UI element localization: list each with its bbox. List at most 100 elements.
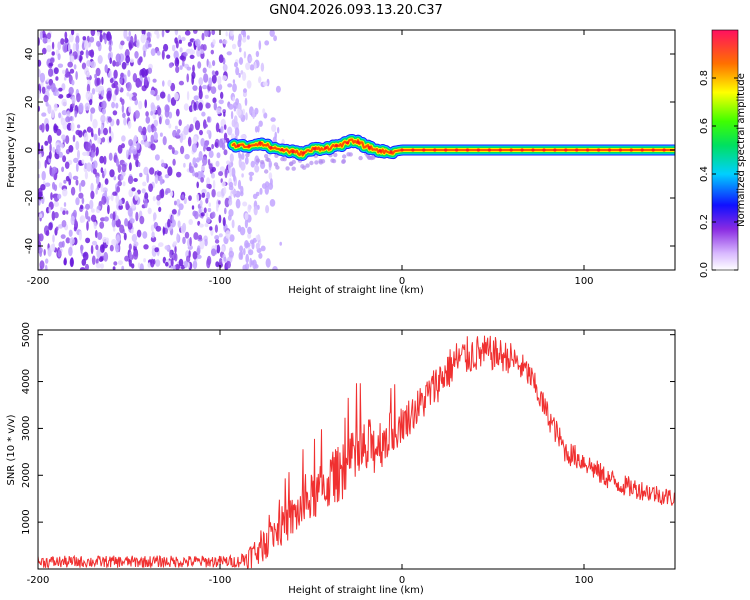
noise-speckle <box>84 171 88 180</box>
noise-speckle <box>111 101 116 109</box>
noise-speckle <box>248 171 255 176</box>
noise-speckle <box>51 166 58 174</box>
noise-speckle <box>104 168 107 176</box>
noise-speckle <box>79 216 84 223</box>
colorbar-label: Normalized spectral amplitude <box>736 73 747 227</box>
signal-peak <box>378 149 382 153</box>
noise-speckle <box>75 140 80 151</box>
noise-speckle <box>147 67 153 74</box>
noise-speckle <box>168 226 172 231</box>
noise-speckle <box>251 240 255 250</box>
noise-speckle <box>210 49 214 55</box>
noise-speckle <box>156 194 161 201</box>
noise-speckle <box>123 30 128 39</box>
noise-speckle <box>89 36 95 43</box>
noise-speckle <box>48 68 54 77</box>
noise-speckle <box>285 166 290 171</box>
noise-speckle <box>218 258 223 265</box>
noise-speckle <box>247 204 251 213</box>
noise-speckle <box>123 232 127 241</box>
colorbar-gradient <box>711 29 739 271</box>
noise-speckle <box>96 77 101 86</box>
noise-speckle <box>255 234 261 241</box>
noise-speckle <box>233 174 236 182</box>
noise-speckle <box>52 234 55 243</box>
noise-speckle <box>71 96 76 104</box>
noise-speckle <box>121 265 125 270</box>
noise-speckle <box>176 58 179 65</box>
noise-speckle <box>139 215 145 225</box>
noise-speckle <box>246 80 252 89</box>
noise-speckle <box>228 103 234 110</box>
noise-speckle <box>90 112 93 122</box>
noise-speckle <box>222 109 226 114</box>
noise-speckle <box>50 57 55 64</box>
noise-speckle <box>206 177 211 186</box>
noise-speckle <box>42 47 47 55</box>
noise-speckle <box>89 199 94 210</box>
noise-speckle <box>154 247 159 253</box>
noise-speckle <box>212 39 216 45</box>
noise-speckle <box>121 61 127 70</box>
noise-speckle <box>90 244 94 255</box>
noise-speckle <box>46 32 52 40</box>
noise-speckle <box>184 153 190 160</box>
noise-speckle <box>68 145 74 153</box>
signal-peak <box>345 141 349 145</box>
noise-speckle <box>58 94 64 99</box>
noise-speckle <box>46 45 52 53</box>
noise-speckle <box>199 239 205 250</box>
noise-speckle <box>63 259 67 266</box>
noise-speckle <box>176 129 181 134</box>
noise-speckle <box>174 30 179 36</box>
noise-speckle <box>69 68 75 74</box>
noise-speckle <box>206 258 211 269</box>
noise-speckle <box>244 212 249 221</box>
noise-speckle <box>243 51 247 59</box>
noise-speckle <box>120 174 124 181</box>
noise-speckle <box>66 93 71 99</box>
noise-speckle <box>189 54 195 60</box>
noise-speckle <box>40 184 46 191</box>
noise-speckle <box>62 42 68 53</box>
noise-speckle <box>62 155 67 163</box>
noise-speckle <box>86 60 92 67</box>
noise-speckle <box>175 132 180 137</box>
noise-speckle <box>150 110 154 116</box>
x-tick-label: -100 <box>209 276 232 287</box>
noise-speckle <box>199 129 203 136</box>
noise-speckle <box>268 172 273 180</box>
noise-speckle <box>86 221 89 231</box>
noise-speckle <box>77 124 81 129</box>
noise-speckle <box>197 61 202 69</box>
noise-speckle <box>198 234 203 240</box>
signal-peak <box>313 147 317 151</box>
noise-speckle <box>271 124 277 132</box>
signal-peak <box>586 148 590 152</box>
noise-speckle <box>50 244 56 252</box>
noise-speckle <box>68 246 73 257</box>
noise-speckle <box>183 125 189 136</box>
noise-speckle <box>73 64 77 70</box>
noise-speckle <box>309 160 314 166</box>
noise-speckle <box>113 176 117 181</box>
noise-speckle <box>245 242 251 248</box>
noise-speckle <box>189 123 194 132</box>
noise-speckle <box>136 142 140 151</box>
noise-speckle <box>174 264 181 270</box>
noise-speckle <box>100 114 106 124</box>
noise-speckle <box>261 183 267 189</box>
x-tick-label: 0 <box>399 575 405 586</box>
noise-speckle <box>111 220 115 227</box>
noise-speckle <box>73 225 77 232</box>
noise-speckle <box>150 89 156 96</box>
noise-speckle <box>252 109 256 120</box>
x-tick-label: 100 <box>574 276 593 287</box>
noise-speckle <box>62 210 66 215</box>
noise-speckle <box>246 35 250 40</box>
noise-speckle <box>122 181 126 187</box>
noise-speckle <box>252 193 258 199</box>
noise-speckle <box>221 75 228 81</box>
noise-speckle <box>240 30 246 36</box>
noise-speckle <box>158 206 162 213</box>
